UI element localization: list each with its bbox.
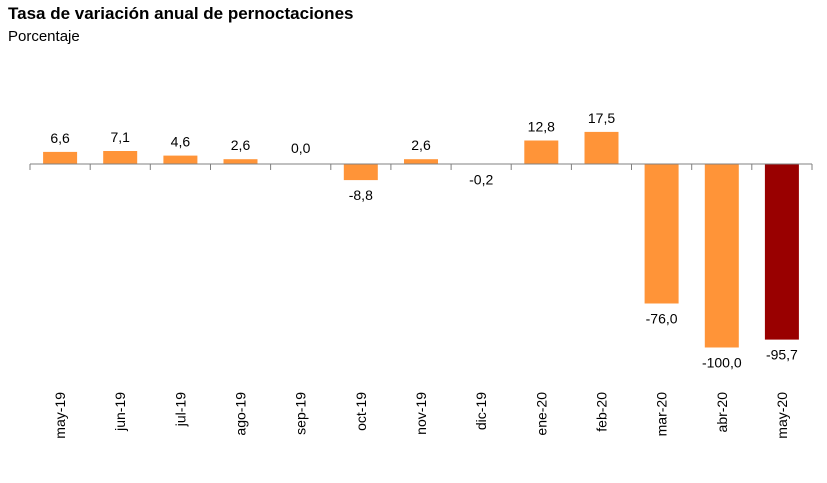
chart-subtitle: Porcentaje [8,28,80,45]
x-tick-label-may-20: may-20 [774,392,790,439]
data-label-oct-19: -8,8 [349,187,373,203]
bar-jul-19 [163,155,198,164]
x-tick-label-mar-20: mar-20 [654,392,670,437]
data-label-abr-20: -100,0 [702,355,742,371]
bar-may-20 [764,164,799,340]
x-tick-label-ago-19: ago-19 [233,392,249,436]
x-tick-label-nov-19: nov-19 [413,392,429,435]
bar-ago-19 [223,159,258,164]
x-tick-label-sep-19: sep-19 [293,392,309,435]
data-label-ago-19: 2,6 [231,137,251,153]
data-label-feb-20: 17,5 [588,110,615,126]
bar-feb-20 [584,131,619,164]
data-label-ene-20: 12,8 [528,119,555,135]
bar-mar-20 [644,164,679,304]
data-label-mar-20: -76,0 [646,311,678,327]
x-tick-label-abr-20: abr-20 [714,392,730,433]
x-tick-label-may-19: may-19 [52,392,68,439]
bar-ene-20 [524,140,559,164]
bar-nov-19 [404,159,438,164]
x-tick-label-oct-19: oct-19 [353,392,369,431]
data-label-nov-19: 2,6 [411,137,431,153]
bar-jun-19 [103,151,138,164]
data-label-dic-19: -0,2 [469,171,493,187]
bar-abr-20 [704,164,739,348]
data-label-may-19: 6,6 [50,130,70,146]
chart-title: Tasa de variación anual de pernoctacione… [8,4,354,23]
x-tick-label-jun-19: jun-19 [112,392,128,432]
x-tick-label-ene-20: ene-20 [533,392,549,436]
data-label-may-20: -95,7 [766,347,798,363]
x-tick-label-dic-19: dic-19 [473,392,489,430]
bar-oct-19 [343,164,378,181]
bar-may-19 [43,151,78,164]
data-label-jul-19: 4,6 [171,134,191,150]
x-tick-label-feb-20: feb-20 [594,392,610,432]
data-label-jun-19: 7,1 [110,129,130,145]
x-tick-label-jul-19: jul-19 [172,392,188,427]
data-label-sep-19: 0,0 [291,140,311,156]
